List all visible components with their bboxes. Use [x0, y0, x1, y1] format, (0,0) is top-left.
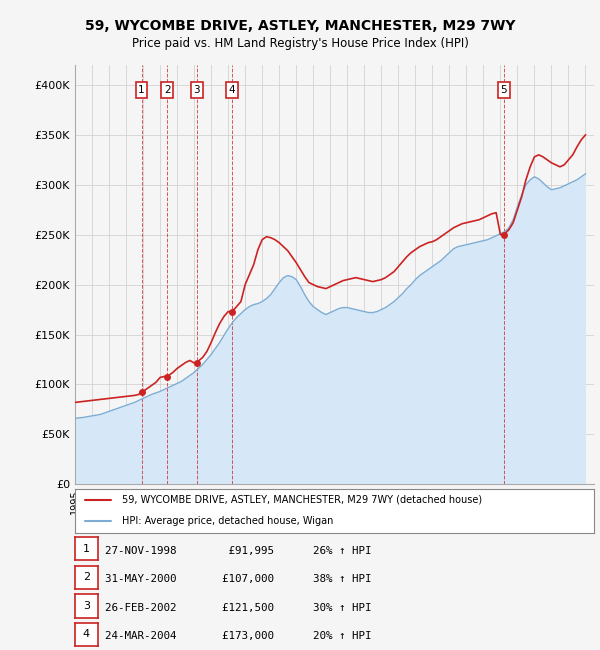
Text: 31-MAY-2000       £107,000      38% ↑ HPI: 31-MAY-2000 £107,000 38% ↑ HPI [105, 575, 371, 584]
Text: 4: 4 [83, 629, 90, 640]
Text: Price paid vs. HM Land Registry's House Price Index (HPI): Price paid vs. HM Land Registry's House … [131, 37, 469, 50]
Text: 24-MAR-2004       £173,000      20% ↑ HPI: 24-MAR-2004 £173,000 20% ↑ HPI [105, 632, 371, 642]
Text: 4: 4 [229, 85, 235, 95]
Text: 2: 2 [164, 85, 170, 95]
Text: 2: 2 [83, 572, 90, 582]
Text: 5: 5 [500, 85, 507, 95]
Text: HPI: Average price, detached house, Wigan: HPI: Average price, detached house, Wiga… [122, 515, 333, 526]
Text: 3: 3 [193, 85, 200, 95]
Text: 26-FEB-2002       £121,500      30% ↑ HPI: 26-FEB-2002 £121,500 30% ↑ HPI [105, 603, 371, 613]
Text: 1: 1 [83, 543, 90, 554]
Text: 1: 1 [138, 85, 145, 95]
Text: 3: 3 [83, 601, 90, 611]
Text: 59, WYCOMBE DRIVE, ASTLEY, MANCHESTER, M29 7WY: 59, WYCOMBE DRIVE, ASTLEY, MANCHESTER, M… [85, 19, 515, 33]
Text: 27-NOV-1998        £91,995      26% ↑ HPI: 27-NOV-1998 £91,995 26% ↑ HPI [105, 546, 371, 556]
Text: 59, WYCOMBE DRIVE, ASTLEY, MANCHESTER, M29 7WY (detached house): 59, WYCOMBE DRIVE, ASTLEY, MANCHESTER, M… [122, 495, 482, 505]
